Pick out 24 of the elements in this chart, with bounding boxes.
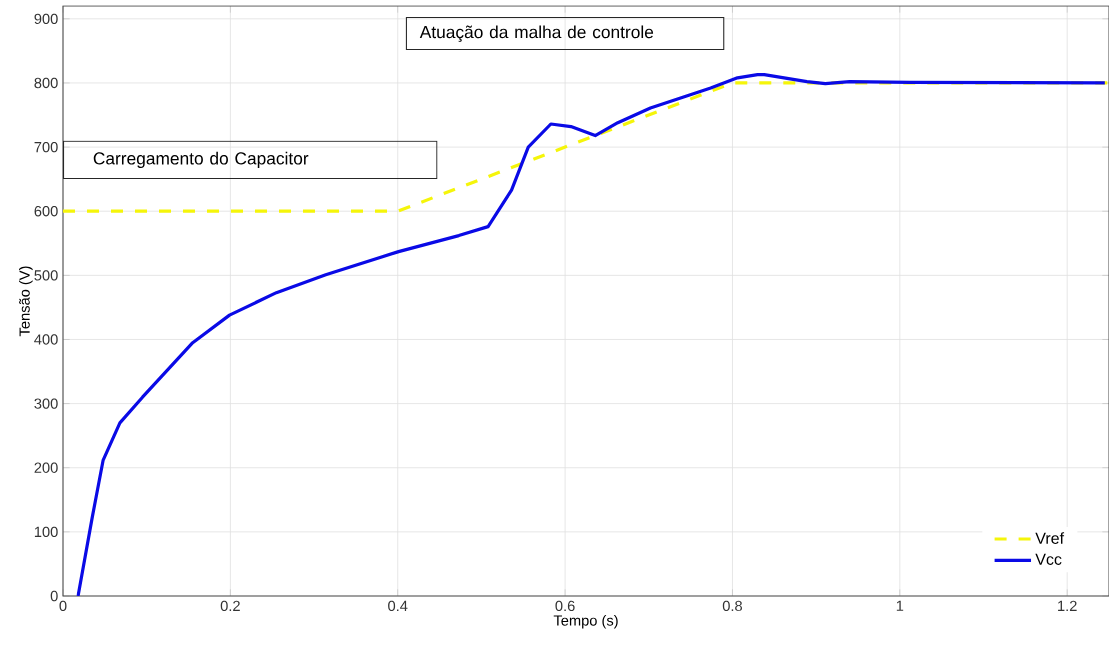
y-tick-label: 100 — [34, 526, 58, 538]
y-tick-label: 900 — [34, 13, 58, 25]
x-tick-label: 0.8 — [722, 600, 742, 612]
y-tick-label: 500 — [34, 270, 58, 281]
legend-label: Vref — [1035, 532, 1065, 544]
annotation: Atuação da malha de controle — [419, 25, 654, 42]
legend-label: Vcc — [1035, 553, 1062, 565]
x-axis-title: Tempo (s) — [553, 614, 618, 629]
y-tick-label: 0 — [50, 590, 58, 602]
y-tick-label: 300 — [34, 398, 58, 409]
x-tick-label: 0.2 — [220, 600, 240, 612]
y-tick-label: 200 — [34, 462, 58, 473]
y-tick-label: 400 — [34, 334, 58, 345]
x-tick-label: 0.4 — [388, 600, 408, 612]
x-tick-label: 0.6 — [555, 600, 575, 612]
annotation: Carregamento do Capacitor — [93, 151, 309, 168]
y-axis-title: Tensão (V) — [19, 266, 33, 337]
line-series — [76, 73, 1107, 596]
y-tick-label: 800 — [34, 77, 58, 89]
y-tick-label: 700 — [34, 141, 58, 153]
x-tick-label: 1.2 — [1058, 600, 1077, 611]
x-tick-label: 0 — [59, 600, 67, 612]
x-tick-label: 1 — [896, 600, 904, 611]
y-tick-label: 600 — [34, 206, 58, 217]
